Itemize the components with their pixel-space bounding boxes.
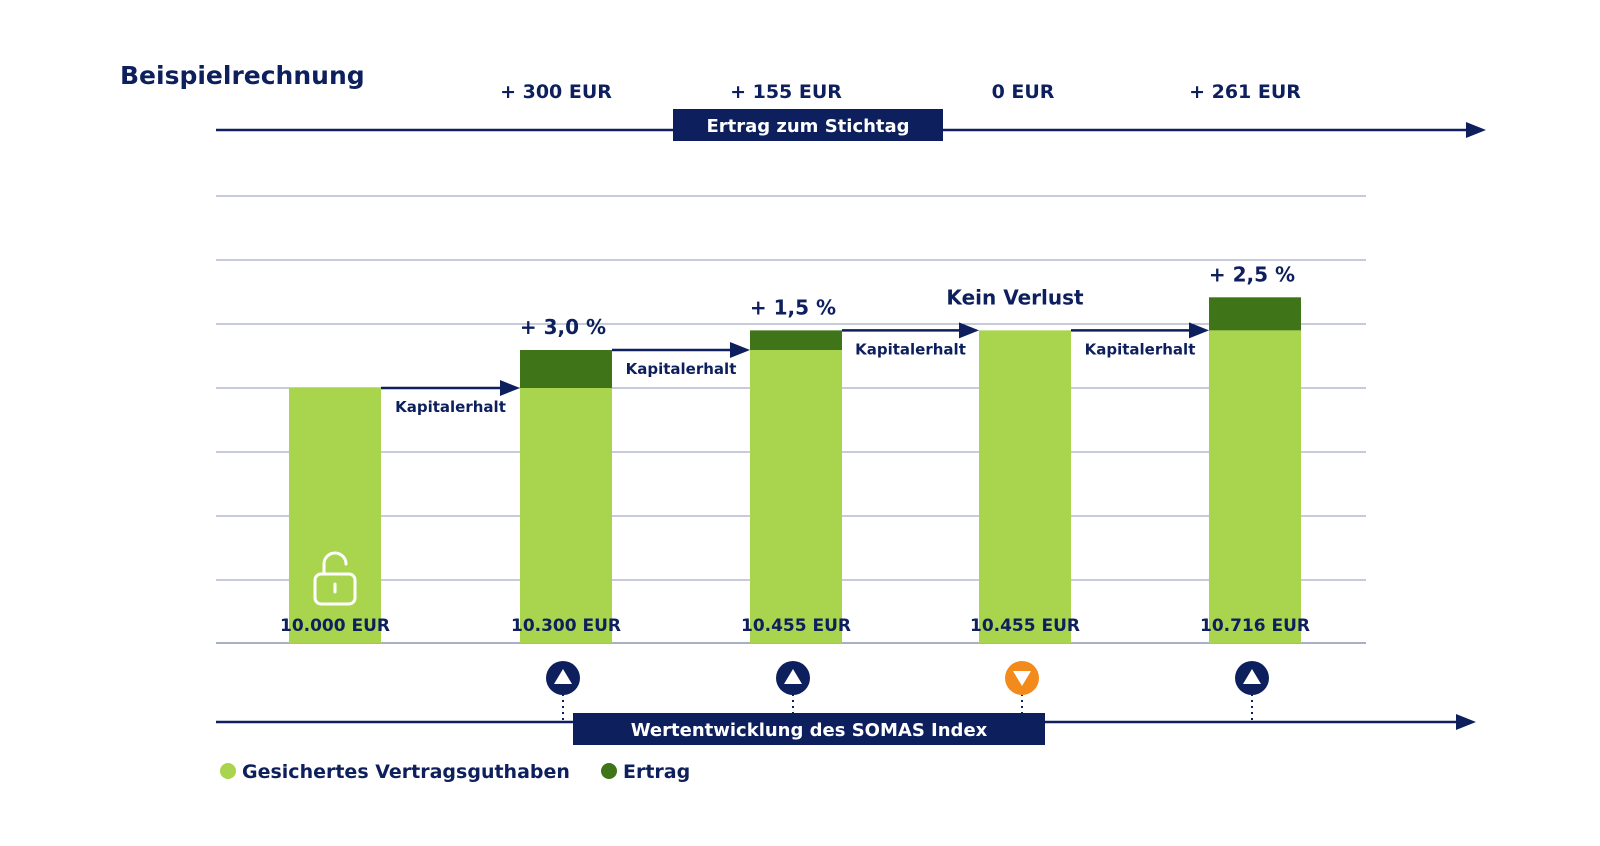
legend-swatch-yield <box>601 763 617 779</box>
bar-secured-1 <box>289 388 381 643</box>
bar-secured-4 <box>979 330 1071 643</box>
transition-arrowhead-4 <box>1189 322 1209 339</box>
top-timeline-arrowhead <box>1466 122 1486 138</box>
total-label-2: 10.300 EUR <box>511 616 621 636</box>
legend-swatch-secured <box>220 763 236 779</box>
arrow-down-icon <box>1013 671 1031 686</box>
transition-label-3: Kapitalerhalt <box>855 340 966 358</box>
transition-label-4: Kapitalerhalt <box>1085 340 1196 358</box>
bar-secured-5 <box>1209 330 1301 643</box>
bottom-banner-box <box>573 713 1045 745</box>
arrow-up-icon <box>784 669 802 684</box>
percent-label-2: + 3,0 % <box>520 315 606 339</box>
transition-label-1: Kapitalerhalt <box>395 398 506 416</box>
yield-label-2: + 300 EUR <box>500 81 612 103</box>
bar-secured-3 <box>750 350 842 643</box>
arrow-up-icon <box>1243 669 1261 684</box>
top-timeline: Ertrag zum Stichtag <box>216 109 1486 141</box>
transition-arrows: Kapitalerhalt Kapitalerhalt Kapitalerhalt K… <box>381 322 1209 416</box>
arrow-up-icon <box>554 669 572 684</box>
bottom-timeline-arrowhead <box>1456 714 1476 730</box>
top-banner-box <box>673 109 943 141</box>
bottom-banner-label: Wertentwicklung des SOMAS Index <box>631 720 988 741</box>
bottom-timeline: Wertentwicklung des SOMAS Index <box>216 713 1476 745</box>
percent-label-3: + 1,5 % <box>750 295 836 319</box>
legend: Gesichertes Vertragsguthaben Ertrag <box>220 761 690 783</box>
bar-labels: 10.000 EUR 10.300 EUR + 300 EUR + 3,0 % 10.4… <box>280 81 1310 636</box>
transition-arrowhead-3 <box>959 322 979 339</box>
bar-yield-2 <box>520 350 612 388</box>
total-label-1: 10.000 EUR <box>280 616 390 636</box>
top-banner-label: Ertrag zum Stichtag <box>706 116 909 137</box>
yield-label-5: + 261 EUR <box>1189 81 1301 103</box>
total-label-5: 10.716 EUR <box>1200 616 1310 636</box>
bars-group <box>289 297 1301 643</box>
yield-label-3: + 155 EUR <box>730 81 842 103</box>
percent-label-4: Kein Verlust <box>946 285 1084 309</box>
bar-yield-5 <box>1209 297 1301 331</box>
index-markers <box>546 661 1269 722</box>
total-label-4: 10.455 EUR <box>970 616 1080 636</box>
percent-label-5: + 2,5 % <box>1209 262 1295 286</box>
chart-title: Beispielrechnung <box>120 61 365 90</box>
bar-yield-3 <box>750 330 842 350</box>
transition-arrowhead-2 <box>730 342 750 358</box>
lock-icon <box>313 551 357 606</box>
legend-label-yield: Ertrag <box>623 761 690 783</box>
bar-secured-2 <box>520 388 612 643</box>
legend-label-secured: Gesichertes Vertragsguthaben <box>242 761 570 783</box>
total-label-3: 10.455 EUR <box>741 616 851 636</box>
transition-arrowhead-1 <box>500 380 520 396</box>
yield-label-4: 0 EUR <box>992 81 1055 103</box>
transition-label-2: Kapitalerhalt <box>626 360 737 378</box>
